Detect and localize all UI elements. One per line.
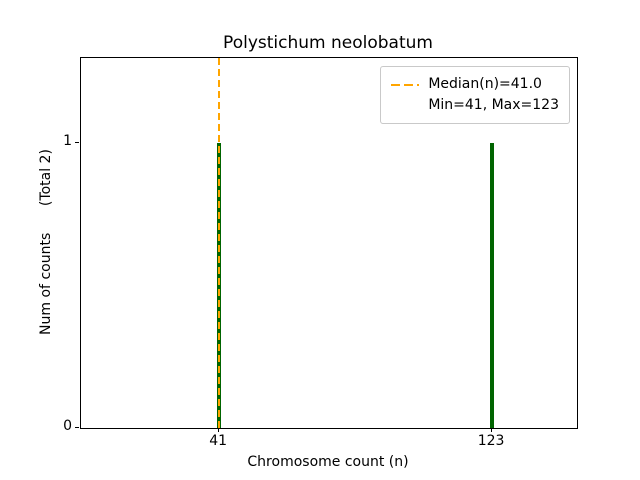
- legend-row-median: Median(n)=41.0: [391, 74, 559, 95]
- y-tick-mark-0: [75, 427, 79, 428]
- x-tick-mark-41: [218, 428, 220, 432]
- y-tick-label-0: 0: [63, 418, 72, 434]
- y-tick-mark-1: [75, 142, 79, 144]
- x-tick-label-123: 123: [477, 433, 505, 449]
- chart-title: Polystichum neolobatum: [223, 33, 433, 53]
- legend-spacer: [391, 105, 419, 107]
- dashed-line-sample-icon: [391, 83, 420, 86]
- bar-123: [490, 143, 495, 428]
- median-line: [218, 58, 221, 428]
- x-tick-mark-123: [491, 428, 493, 432]
- legend-label-median: Median(n)=41.0: [428, 76, 542, 92]
- legend-row-minmax: Min=41, Max=123: [391, 95, 559, 116]
- x-axis-label: Chromosome count (n): [247, 454, 409, 470]
- legend: Median(n)=41.0 Min=41, Max=123: [380, 66, 570, 124]
- legend-label-minmax: Min=41, Max=123: [428, 97, 559, 113]
- y-tick-label-1: 1: [63, 133, 72, 150]
- plot-area: Median(n)=41.0 Min=41, Max=123: [80, 57, 578, 429]
- y-axis-label: Num of counts (Total 2): [38, 149, 54, 335]
- x-tick-label-41: 41: [209, 433, 228, 449]
